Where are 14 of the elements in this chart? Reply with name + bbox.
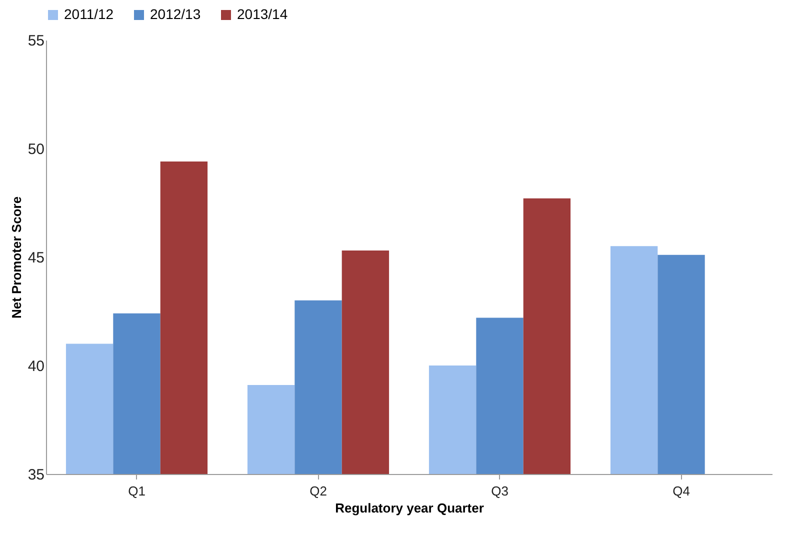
legend-label: 2013/14 (237, 6, 288, 22)
y-tick-label: 50 (28, 141, 44, 158)
x-tick-label: Q2 (310, 484, 327, 498)
x-axis-title: Regulatory year Quarter (335, 500, 484, 516)
x-tick-label: Q4 (672, 484, 690, 498)
x-tick-label: Q3 (491, 484, 508, 498)
y-tick-label: 40 (28, 358, 44, 375)
y-tick-label: 55 (28, 32, 44, 50)
y-tick-label: 45 (28, 250, 44, 266)
y-axis-title: Net Promoter Score (8, 196, 24, 319)
y-tick-label: 35 (28, 466, 44, 484)
x-tick-label: Q1 (128, 484, 146, 498)
legend-label: 2012/13 (150, 6, 201, 22)
legend-label: 2011/12 (64, 6, 114, 22)
